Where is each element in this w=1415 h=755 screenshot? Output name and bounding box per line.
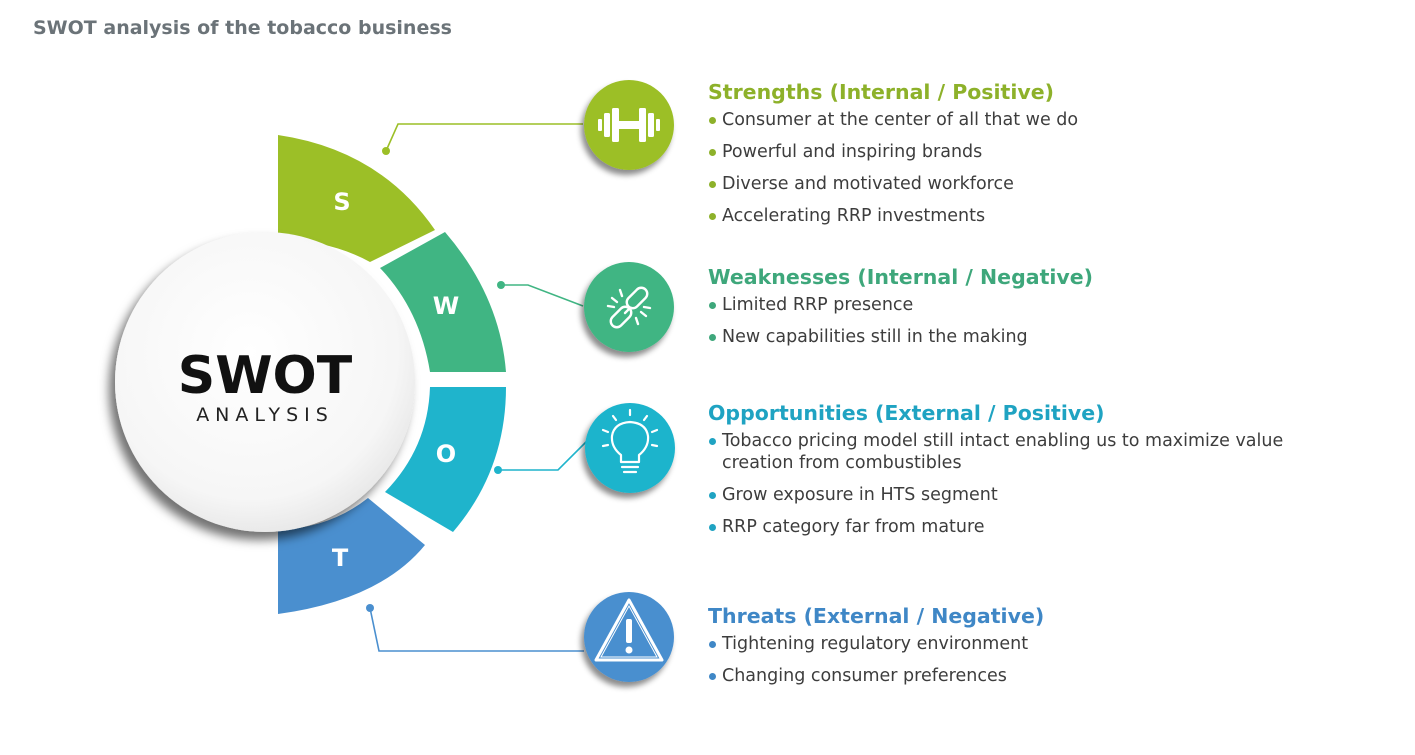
list-item: Limited RRP presence bbox=[708, 294, 1093, 316]
list-item: Diverse and motivated workforce bbox=[708, 173, 1078, 195]
list-item: RRP category far from mature bbox=[708, 516, 1288, 538]
bullet-text: New capabilities still in the making bbox=[722, 327, 1028, 347]
connector-dot-w bbox=[497, 281, 505, 289]
weaknesses-heading: Weaknesses (Internal / Negative) bbox=[708, 265, 1094, 289]
threats-section: Threats (External / Negative) Tightening… bbox=[708, 604, 1044, 697]
opportunities-section: Opportunities (External / Positive) Toba… bbox=[708, 401, 1288, 548]
bullet-dot-icon bbox=[709, 213, 716, 220]
connector-w bbox=[501, 284, 584, 307]
segment-label-s: S bbox=[333, 188, 350, 216]
bullet-dot-icon bbox=[709, 641, 716, 648]
center-subtitle: ANALYSIS bbox=[196, 404, 334, 426]
bullet-dot-icon bbox=[709, 302, 716, 309]
lightbulb-icon bbox=[585, 403, 675, 493]
list-item: Changing consumer preferences bbox=[708, 665, 1044, 687]
threats-heading: Threats (External / Negative) bbox=[708, 604, 1045, 628]
bullet-text: Grow exposure in HTS segment bbox=[722, 485, 998, 505]
bullet-dot-icon bbox=[709, 438, 716, 445]
segment-label-w: W bbox=[433, 292, 459, 320]
list-item: Powerful and inspiring brands bbox=[708, 141, 1078, 163]
list-item: Tightening regulatory environment bbox=[708, 633, 1044, 655]
bullet-dot-icon bbox=[709, 117, 716, 124]
segment-s bbox=[278, 135, 435, 262]
segment-label-t: T bbox=[332, 544, 349, 572]
segment-label-o: O bbox=[436, 440, 456, 468]
list-item: Grow exposure in HTS segment bbox=[708, 484, 1288, 506]
dumbbell-icon bbox=[584, 80, 674, 170]
bullet-dot-icon bbox=[709, 524, 716, 531]
bullet-text: Diverse and motivated workforce bbox=[722, 174, 1014, 194]
connector-t bbox=[369, 607, 584, 652]
bullet-dot-icon bbox=[709, 334, 716, 341]
bullet-text: Tightening regulatory environment bbox=[722, 634, 1029, 654]
bullet-text: Accelerating RRP investments bbox=[722, 206, 986, 226]
warning-icon bbox=[584, 592, 674, 682]
bullet-text: Limited RRP presence bbox=[722, 295, 914, 315]
list-item: Tobacco pricing model still intact enabl… bbox=[708, 430, 1288, 474]
list-item: New capabilities still in the making bbox=[708, 326, 1093, 348]
bullet-text: Powerful and inspiring brands bbox=[722, 142, 983, 162]
opportunities-heading: Opportunities (External / Positive) bbox=[708, 401, 1105, 425]
bullet-text: Tobacco pricing model still intact enabl… bbox=[722, 431, 1284, 473]
strengths-section: Strengths (Internal / Positive) Consumer… bbox=[708, 80, 1078, 237]
page-title: SWOT analysis of the tobacco business bbox=[33, 17, 452, 39]
strengths-heading: Strengths (Internal / Positive) bbox=[708, 80, 1054, 104]
bullet-text: Changing consumer preferences bbox=[722, 666, 1007, 686]
connector-s bbox=[385, 123, 583, 152]
bullet-dot-icon bbox=[709, 673, 716, 680]
broken-link-icon bbox=[584, 262, 674, 352]
weaknesses-section: Weaknesses (Internal / Negative) Limited… bbox=[708, 265, 1093, 358]
center-title: SWOT bbox=[178, 346, 353, 406]
connector-dot-t bbox=[366, 604, 374, 612]
segment-w bbox=[380, 232, 506, 372]
segment-o bbox=[385, 387, 506, 532]
connector-dot-o bbox=[494, 466, 502, 474]
list-item: Accelerating RRP investments bbox=[708, 205, 1078, 227]
list-item: Consumer at the center of all that we do bbox=[708, 109, 1078, 131]
bullet-dot-icon bbox=[709, 181, 716, 188]
connector-o bbox=[498, 439, 589, 471]
center-circle bbox=[115, 232, 415, 532]
bullet-text: RRP category far from mature bbox=[722, 517, 985, 537]
bullet-text: Consumer at the center of all that we do bbox=[722, 110, 1079, 130]
connector-dot-s bbox=[382, 147, 390, 155]
bullet-dot-icon bbox=[709, 149, 716, 156]
bullet-dot-icon bbox=[709, 492, 716, 499]
segment-t bbox=[278, 498, 425, 614]
